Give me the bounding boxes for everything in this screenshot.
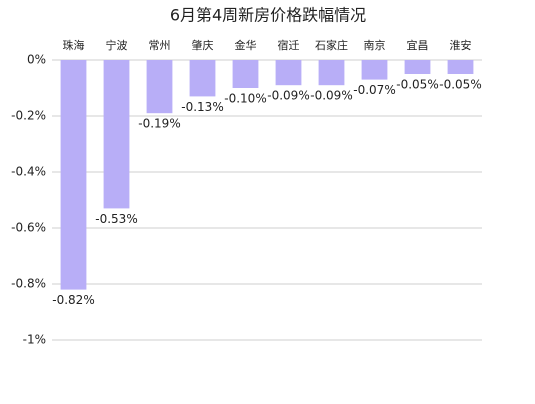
bar — [60, 60, 87, 290]
y-tick-label: -0.6% — [11, 221, 46, 235]
value-label: -0.19% — [138, 117, 180, 131]
value-label: -0.09% — [310, 89, 352, 103]
x-tick-label: 肇庆 — [192, 38, 214, 52]
bar — [275, 60, 302, 86]
chart-title: 6月第4周新房价格跌幅情况 — [170, 6, 366, 25]
bar — [361, 60, 388, 80]
bar — [189, 60, 216, 97]
bar — [404, 60, 431, 74]
x-tick-label: 南京 — [364, 38, 386, 52]
y-tick-label: 0% — [27, 53, 46, 67]
value-label: -0.10% — [224, 92, 266, 106]
y-tick-label: -0.8% — [11, 277, 46, 291]
value-label: -0.13% — [181, 100, 223, 114]
x-tick-label: 珠海 — [63, 38, 85, 52]
x-tick-label: 淮安 — [450, 38, 472, 52]
bar — [146, 60, 173, 114]
value-label: -0.05% — [439, 78, 481, 92]
x-tick-label: 宿迁 — [278, 38, 300, 52]
value-label: -0.05% — [396, 78, 438, 92]
value-label: -0.07% — [353, 83, 395, 97]
bar — [447, 60, 474, 74]
y-tick-label: -1% — [23, 333, 46, 347]
bar — [232, 60, 259, 88]
x-tick-label: 常州 — [149, 39, 171, 52]
x-tick-label: 宁波 — [106, 38, 128, 52]
value-label: -0.09% — [267, 89, 309, 103]
y-tick-label: -0.2% — [11, 109, 46, 123]
value-label: -0.82% — [52, 293, 94, 307]
bar — [103, 60, 130, 209]
x-tick-label: 金华 — [235, 38, 257, 52]
x-tick-label: 宜昌 — [407, 38, 429, 52]
x-tick-label: 石家庄 — [315, 38, 348, 52]
value-label: -0.53% — [95, 212, 137, 226]
bar — [318, 60, 345, 86]
y-tick-label: -0.4% — [11, 165, 46, 179]
